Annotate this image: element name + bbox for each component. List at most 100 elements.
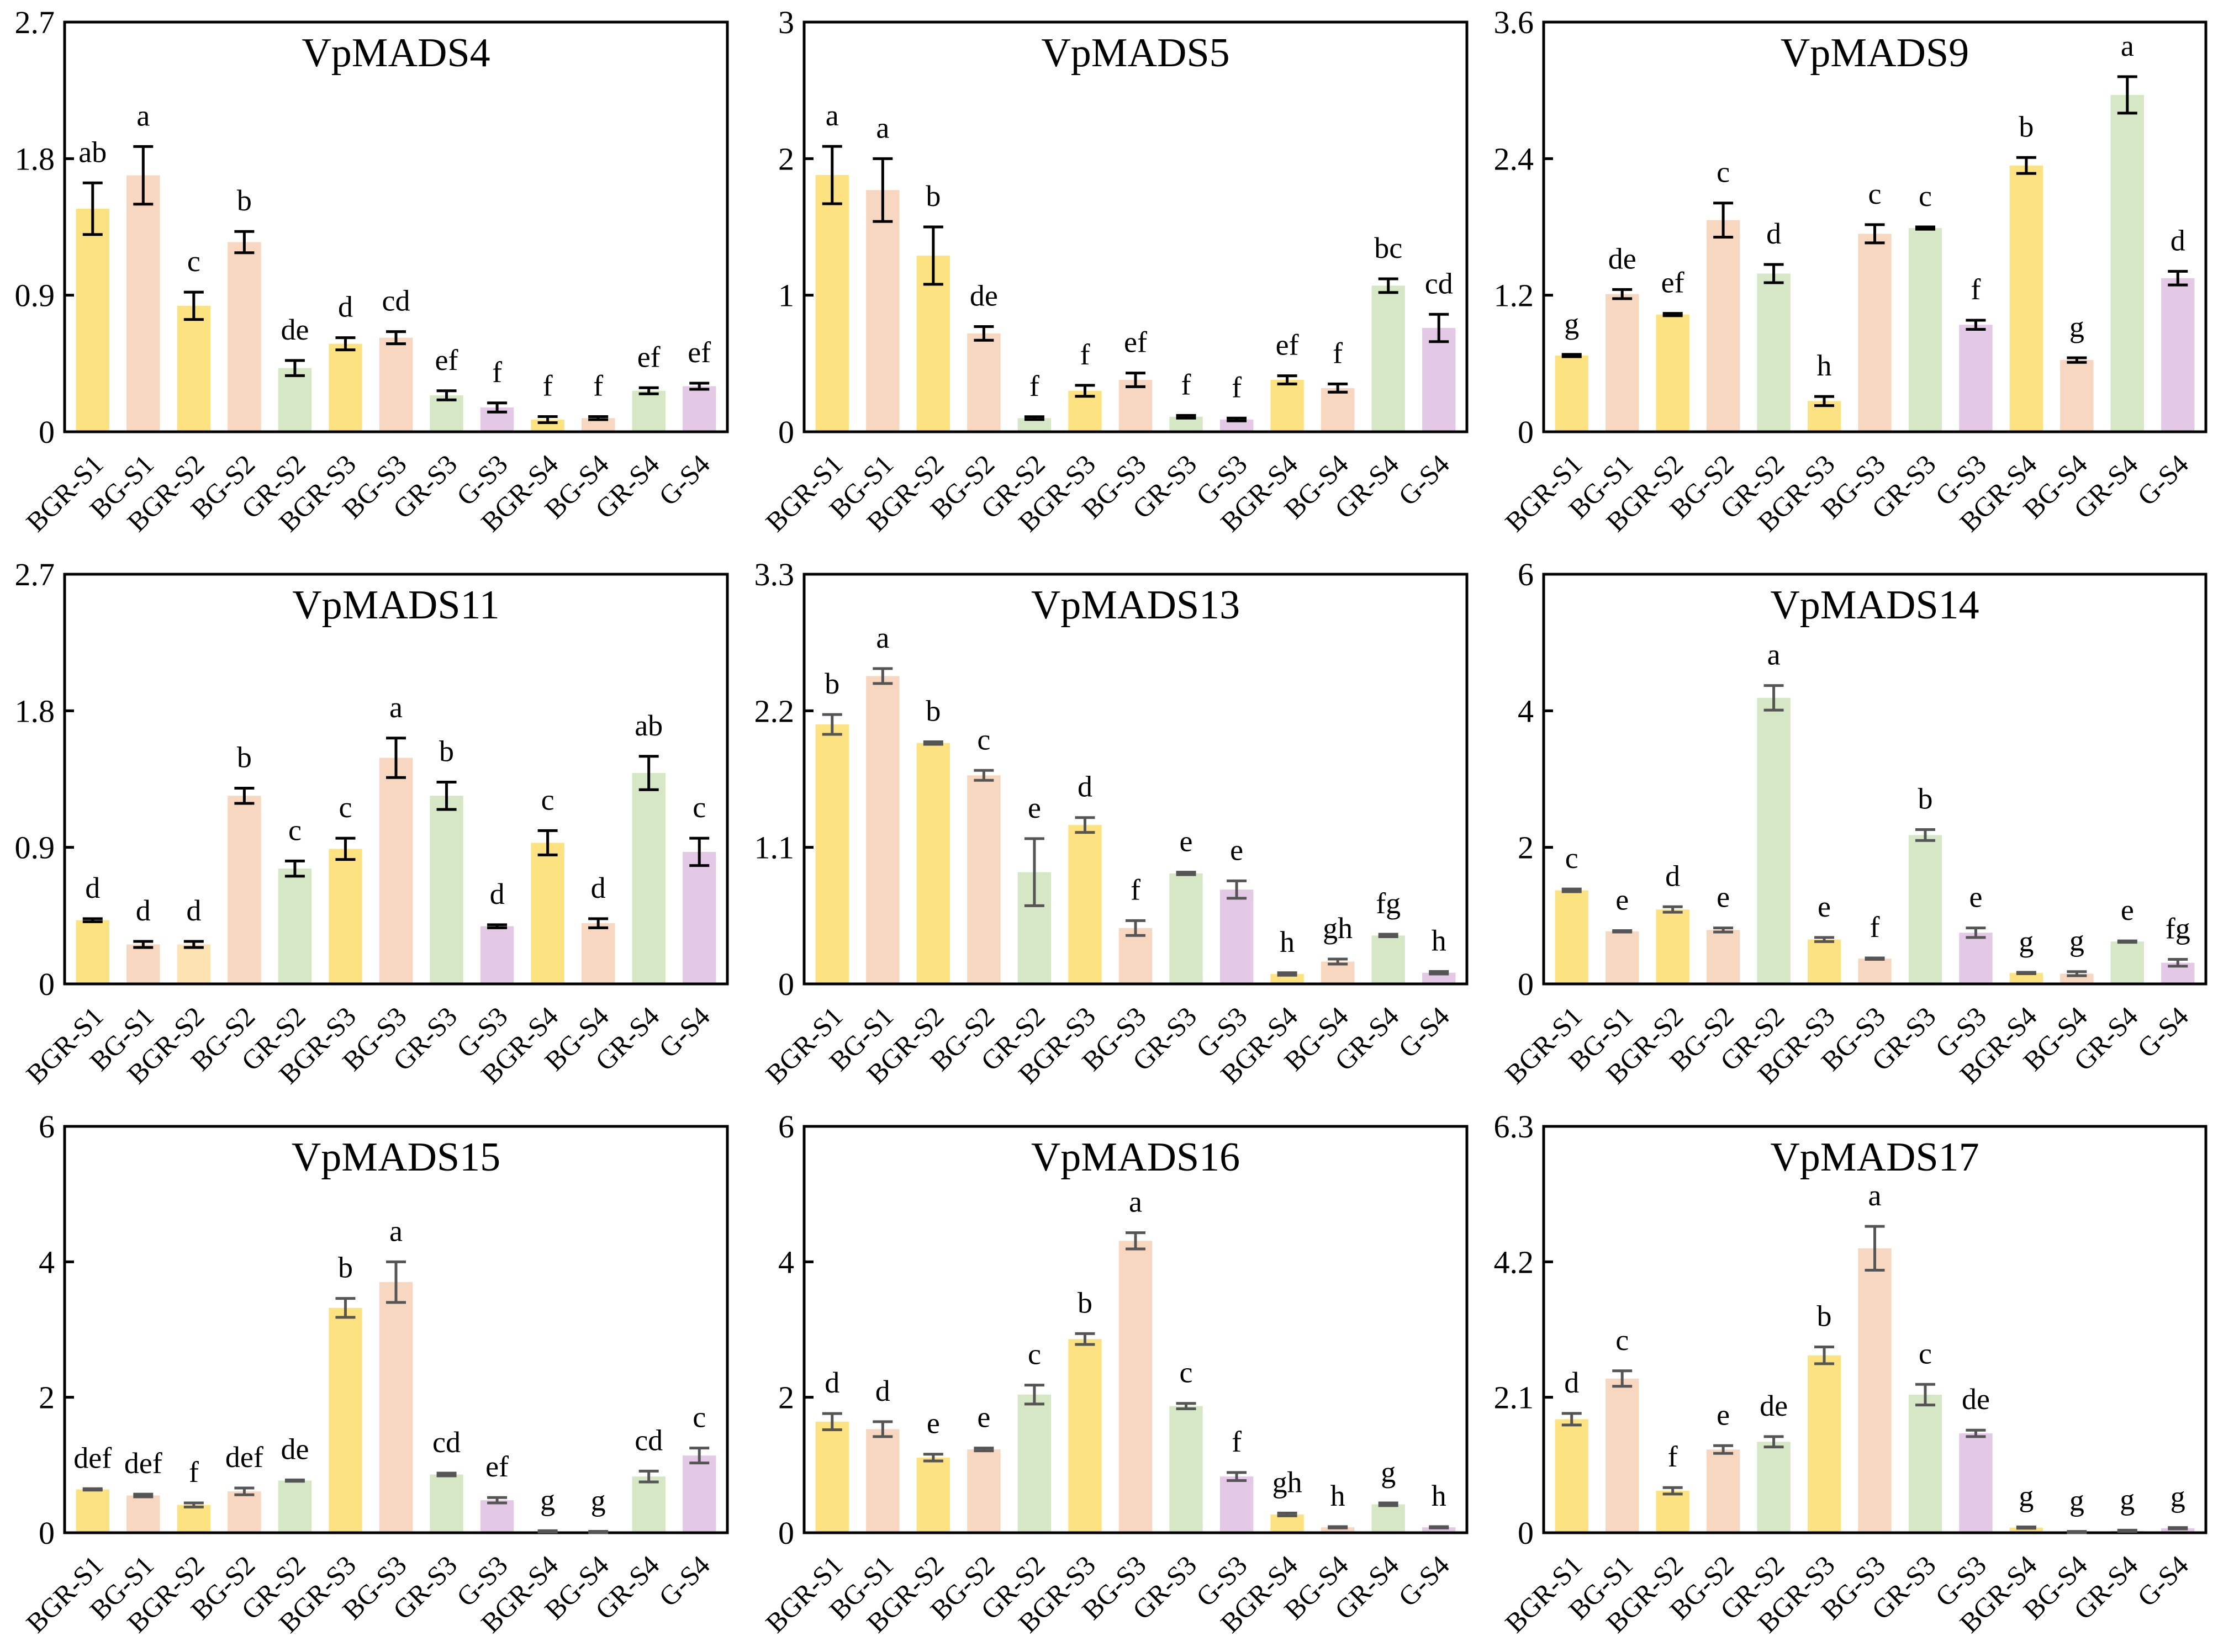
- bar-bg-s1: [1606, 294, 1639, 431]
- error-bar: [1176, 414, 1196, 420]
- significance-letter: e: [1717, 1398, 1730, 1431]
- significance-letter: d: [1766, 217, 1781, 250]
- x-tick-label: G-S4: [1392, 448, 1455, 511]
- bar-g-s3: [1219, 1476, 1254, 1532]
- bar-bgr-s1: [815, 724, 849, 983]
- significance-letter: f: [1080, 338, 1090, 371]
- error-bar: [1713, 202, 1734, 239]
- significance-letter: a: [1129, 1185, 1142, 1219]
- error-bar: [1227, 879, 1247, 900]
- error-bar: [1966, 319, 1986, 331]
- y-tick-label: 2: [1518, 830, 1534, 866]
- bar-bg-s1: [866, 190, 900, 431]
- error-bar: [2168, 269, 2188, 287]
- significance-letter: gh: [1272, 1465, 1302, 1499]
- significance-letter: e: [1717, 881, 1730, 914]
- y-tick-label: 0: [778, 414, 794, 450]
- significance-letter: e: [927, 1407, 940, 1440]
- significance-letter: cd: [382, 284, 410, 317]
- error-bar: [487, 923, 508, 929]
- significance-letter: e: [977, 1401, 990, 1434]
- error-bar: [284, 859, 305, 878]
- significance-letter: b: [2019, 110, 2034, 143]
- significance-letter: ef: [1124, 326, 1147, 359]
- significance-letter: c: [541, 783, 554, 816]
- error-bar: [1024, 415, 1044, 421]
- significance-letter: fg: [2166, 912, 2190, 945]
- significance-letter: ab: [635, 709, 663, 742]
- error-bar: [1429, 313, 1449, 343]
- significance-letter: c: [1919, 179, 1932, 213]
- error-bar: [537, 415, 558, 425]
- error-bar: [537, 829, 558, 856]
- y-tick-label: 2: [778, 141, 794, 177]
- bar-gr-s4: [2110, 941, 2144, 983]
- bar-bgr-s2: [177, 1505, 211, 1532]
- bar-gr-s3: [430, 796, 463, 983]
- significance-letter: a: [1767, 638, 1781, 671]
- significance-letter: g: [2120, 1482, 2135, 1516]
- bar-gr-s4: [632, 390, 666, 431]
- significance-letter: a: [826, 99, 839, 132]
- error-bar: [1328, 382, 1348, 394]
- bar-gr-s4: [632, 1476, 666, 1532]
- significance-letter: b: [439, 734, 454, 767]
- bar-bg-s2: [967, 333, 1001, 431]
- significance-letter: h: [1432, 1479, 1446, 1512]
- bar-bg-s1: [1606, 1378, 1639, 1532]
- error-bar: [2016, 1525, 2036, 1530]
- significance-letter: f: [543, 369, 553, 403]
- bar-bg-s1: [126, 175, 160, 431]
- error-bar: [537, 1529, 558, 1534]
- bar-bgr-s1: [1555, 1419, 1588, 1532]
- significance-letter: a: [876, 111, 889, 144]
- bar-bg-s4: [1321, 388, 1355, 431]
- bar-bgr-s1: [76, 1489, 109, 1532]
- bar-bgr-s4: [1270, 380, 1304, 431]
- bar-bgr-s2: [177, 305, 211, 431]
- error-bar: [689, 382, 710, 391]
- bar-bgr-s1: [1555, 355, 1588, 431]
- significance-letter: c: [1565, 841, 1578, 875]
- y-tick-label: 4: [778, 1244, 794, 1280]
- significance-letter: g: [2069, 310, 2084, 343]
- error-bar: [1277, 374, 1297, 385]
- error-bar: [335, 1297, 356, 1319]
- error-bar: [436, 389, 457, 401]
- bar-bgr-s3: [1807, 1355, 1841, 1532]
- significance-letter: h: [1817, 349, 1832, 382]
- y-tick-label: 6: [1518, 557, 1534, 592]
- bar-gr-s4: [1371, 1504, 1405, 1532]
- bar-g-s4: [2161, 278, 2195, 431]
- significance-letter: ef: [485, 1450, 509, 1483]
- significance-letter: b: [926, 695, 941, 728]
- bar-bg-s2: [228, 796, 261, 983]
- chart-panel-vpmads11: 0 0.9 1.8 2.7 VpMADS11 d BGR-S1 d BG-S1 d BGR-S2 b B…: [0, 552, 740, 1104]
- significance-letter: e: [1969, 881, 1982, 914]
- bar-bg-s3: [379, 1282, 413, 1532]
- error-bar: [436, 780, 457, 811]
- error-bar: [1865, 956, 1885, 961]
- significance-letter: b: [926, 179, 941, 213]
- bar-bg-s3: [1118, 380, 1153, 431]
- x-tick-label: G-S4: [653, 448, 716, 511]
- y-tick-label: 0: [1518, 414, 1534, 450]
- bar-bg-s2: [228, 1491, 261, 1532]
- significance-letter: h: [1330, 1479, 1345, 1512]
- bar-bg-s4: [581, 418, 615, 431]
- y-tick-label: 2: [778, 1380, 794, 1416]
- bar-bg-s1: [126, 944, 160, 983]
- chart-title: VpMADS13: [1031, 583, 1240, 628]
- significance-letter: de: [1962, 1383, 1990, 1416]
- chart-vpmads15: 0246VpMADS15defBGR-S1defBG-S1fBGR-S2defB…: [20, 1109, 729, 1639]
- error-bar: [822, 713, 842, 736]
- y-tick-label: 0: [39, 414, 55, 450]
- error-bar: [82, 1487, 103, 1492]
- error-bar: [638, 386, 659, 395]
- chart-panel-vpmads4: 0 0.9 1.8 2.7 VpMADS4 ab BGR-S1 a BG-S1 c BGR-S2 b B…: [0, 0, 740, 552]
- error-bar: [689, 1447, 710, 1465]
- significance-letter: g: [2019, 1479, 2034, 1512]
- bar-bgr-s3: [1068, 825, 1102, 983]
- y-tick-label: 4.2: [1494, 1244, 1534, 1280]
